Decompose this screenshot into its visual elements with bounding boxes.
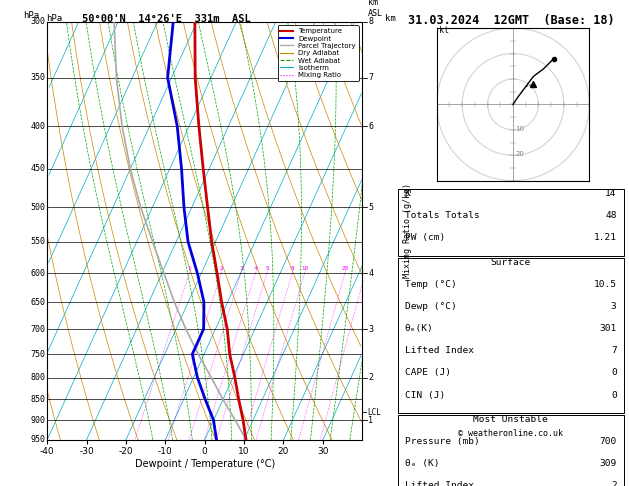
Text: θₑ(K): θₑ(K) [405, 324, 433, 333]
Text: 8: 8 [291, 266, 294, 271]
Text: 31.03.2024  12GMT  (Base: 18): 31.03.2024 12GMT (Base: 18) [408, 14, 614, 27]
Text: 2: 2 [611, 481, 616, 486]
Text: 14: 14 [605, 189, 616, 198]
Text: 3: 3 [368, 325, 373, 333]
Text: Pressure (mb): Pressure (mb) [405, 437, 479, 446]
Text: 550: 550 [31, 237, 45, 246]
Bar [398, 189, 623, 256]
Text: hPa: hPa [46, 14, 62, 23]
Text: 48: 48 [605, 211, 616, 220]
Text: 650: 650 [31, 298, 45, 307]
Text: 700: 700 [599, 437, 616, 446]
Text: 1.21: 1.21 [594, 233, 616, 243]
Text: 700: 700 [31, 325, 45, 333]
Text: 400: 400 [31, 122, 45, 131]
Text: Mixing Ratio (g/kg): Mixing Ratio (g/kg) [403, 183, 412, 278]
Text: LCL: LCL [367, 408, 381, 417]
Text: 0: 0 [611, 368, 616, 377]
Text: 3: 3 [239, 266, 243, 271]
Text: 850: 850 [31, 395, 45, 404]
Text: 800: 800 [31, 373, 45, 382]
Text: CIN (J): CIN (J) [405, 391, 445, 399]
Text: 309: 309 [599, 459, 616, 468]
Text: 600: 600 [31, 269, 45, 278]
Text: 5: 5 [265, 266, 269, 271]
Text: 300: 300 [31, 17, 45, 26]
Text: km
ASL: km ASL [368, 0, 383, 17]
Text: 900: 900 [31, 416, 45, 425]
Text: 950: 950 [31, 435, 45, 444]
Legend: Temperature, Dewpoint, Parcel Trajectory, Dry Adiabat, Wet Adiabat, Isotherm, Mi: Temperature, Dewpoint, Parcel Trajectory… [277, 25, 359, 81]
Text: 450: 450 [31, 164, 45, 174]
Text: Surface: Surface [491, 258, 531, 267]
Text: km: km [385, 14, 396, 23]
Text: K: K [405, 189, 411, 198]
Text: 301: 301 [599, 324, 616, 333]
Text: 20: 20 [342, 266, 348, 271]
Text: 2: 2 [368, 373, 373, 382]
X-axis label: Dewpoint / Temperature (°C): Dewpoint / Temperature (°C) [135, 459, 275, 469]
Text: 4: 4 [368, 269, 373, 278]
Text: Lifted Index: Lifted Index [405, 481, 474, 486]
Text: 500: 500 [31, 203, 45, 211]
Text: 6: 6 [368, 122, 373, 131]
Text: 5: 5 [368, 203, 373, 211]
Text: 10.5: 10.5 [594, 280, 616, 289]
Text: 8: 8 [368, 17, 373, 26]
Text: © weatheronline.co.uk: © weatheronline.co.uk [458, 429, 563, 438]
Text: 1: 1 [368, 416, 373, 425]
Text: PW (cm): PW (cm) [405, 233, 445, 243]
Text: 3: 3 [611, 302, 616, 311]
Text: θₑ (K): θₑ (K) [405, 459, 439, 468]
Text: hPa: hPa [23, 11, 40, 20]
Text: Temp (°C): Temp (°C) [405, 280, 457, 289]
Text: Dewp (°C): Dewp (°C) [405, 302, 457, 311]
Text: Totals Totals: Totals Totals [405, 211, 479, 220]
Text: Lifted Index: Lifted Index [405, 346, 474, 355]
Text: 2: 2 [220, 266, 223, 271]
Text: CAPE (J): CAPE (J) [405, 368, 451, 377]
Text: Most Unstable: Most Unstable [474, 415, 548, 424]
Text: 0: 0 [611, 391, 616, 399]
Bar [398, 415, 623, 486]
Text: 750: 750 [31, 349, 45, 359]
Text: 50°00'N  14°26'E  331m  ASL: 50°00'N 14°26'E 331m ASL [82, 14, 250, 24]
Bar [398, 258, 623, 413]
Text: 10: 10 [301, 266, 308, 271]
Text: 4: 4 [253, 266, 257, 271]
Text: 7: 7 [368, 73, 373, 82]
Text: 7: 7 [611, 346, 616, 355]
Text: 350: 350 [31, 73, 45, 82]
Text: 1: 1 [187, 266, 191, 271]
